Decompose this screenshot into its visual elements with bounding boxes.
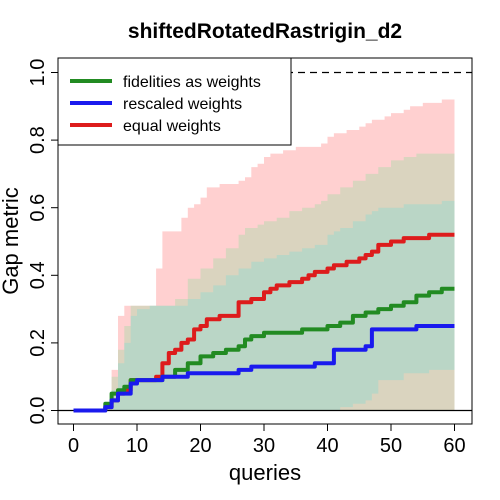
x-tick-label: 40 bbox=[316, 435, 338, 457]
x-tick-label: 60 bbox=[443, 435, 465, 457]
x-tick-label: 50 bbox=[380, 435, 402, 457]
x-tick-label: 30 bbox=[253, 435, 275, 457]
x-tick-label: 10 bbox=[126, 435, 148, 457]
line-rescaled-weights bbox=[73, 324, 455, 413]
x-axis-label: queries bbox=[229, 460, 301, 485]
y-tick-label: 0.0 bbox=[27, 397, 49, 425]
legend: fidelities as weights rescaled weights equ… bbox=[57, 57, 292, 146]
y-axis-label: Gap metric bbox=[0, 187, 23, 295]
y-tick-label: 0.6 bbox=[27, 194, 49, 222]
series-lines bbox=[73, 232, 455, 413]
chart-title: shiftedRotatedRastrigin_d2 bbox=[128, 20, 402, 43]
confidence-bands bbox=[73, 99, 455, 411]
y-tick-label: 0.2 bbox=[27, 329, 49, 357]
y-tick-label: 1.0 bbox=[27, 59, 49, 87]
y-axis: 0.0 0.2 0.4 0.6 0.8 1.0 bbox=[27, 59, 59, 425]
legend-label-rescaled-weights: rescaled weights bbox=[123, 96, 242, 113]
x-tick-label: 20 bbox=[189, 435, 211, 457]
band-equal-weights bbox=[73, 99, 455, 411]
legend-label-fidelities-as-weights: fidelities as weights bbox=[123, 74, 261, 91]
y-tick-label: 0.4 bbox=[27, 261, 49, 289]
x-tick-label: 0 bbox=[68, 435, 79, 457]
y-tick-label: 0.8 bbox=[27, 126, 49, 154]
legend-label-equal-weights: equal weights bbox=[123, 118, 221, 135]
band-fidelities-as-weights bbox=[73, 153, 455, 411]
x-axis: 0 10 20 30 40 50 60 bbox=[68, 423, 466, 457]
